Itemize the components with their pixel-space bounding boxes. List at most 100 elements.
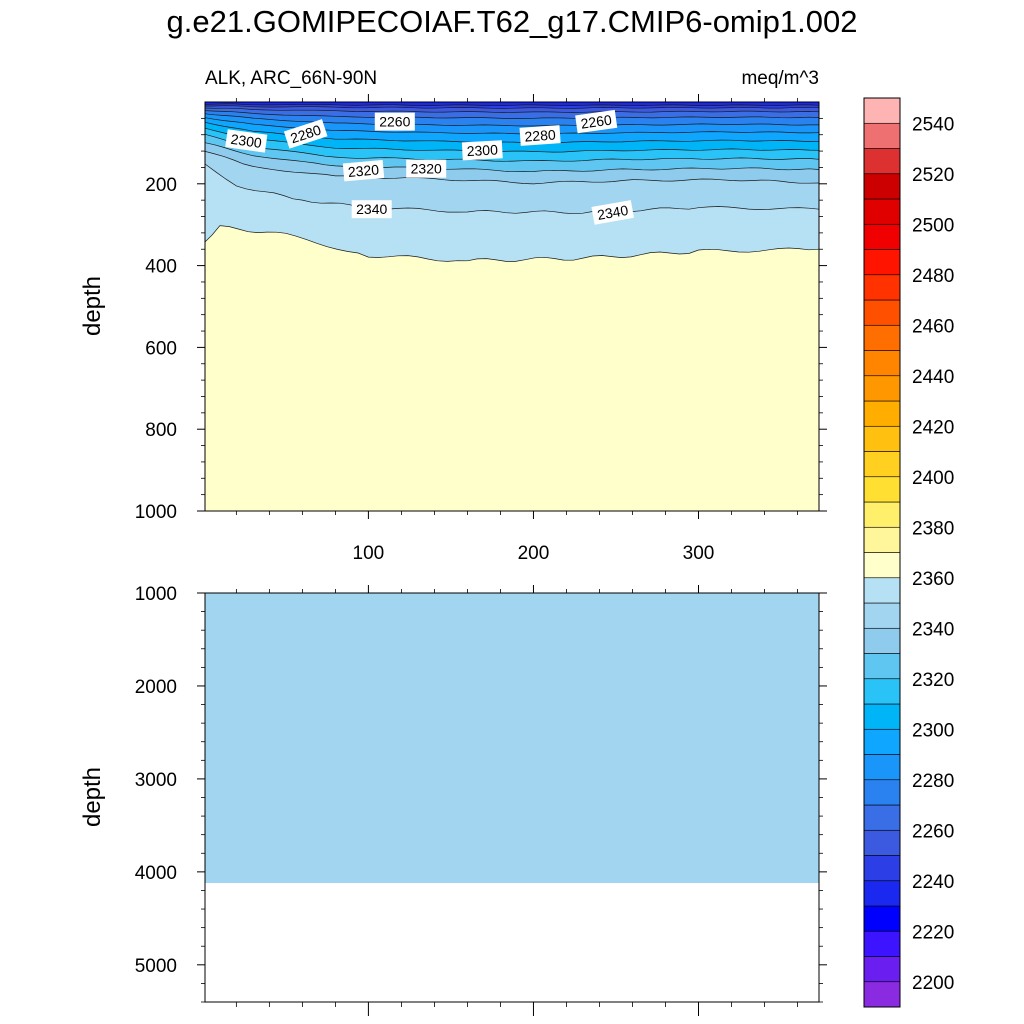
colorbar-box — [863, 930, 901, 957]
upper-panel-frame — [204, 101, 820, 512]
contour-label-text: 2280 — [524, 126, 556, 144]
contour-label: 2300 — [225, 129, 268, 153]
contour-label: 2300 — [461, 140, 503, 161]
page-title: g.e21.GOMIPECOIAF.T62_g17.CMIP6-omip1.00… — [166, 4, 858, 39]
contour-label-text: 2300 — [466, 141, 498, 159]
colorbar-label: 2460 — [912, 316, 954, 337]
upper-y-ticks: 200 400 600 800 1000 — [135, 117, 827, 523]
colorbar-box — [863, 350, 901, 377]
colorbar-box — [863, 198, 901, 225]
y-tick-label: 600 — [145, 338, 177, 359]
colorbar-box — [863, 451, 901, 478]
colorbar-label: 2320 — [912, 670, 954, 691]
contour-label: 2340 — [591, 200, 634, 225]
contour-label-text: 2320 — [411, 161, 442, 177]
contour-label-box — [461, 140, 503, 161]
colorbar-box — [863, 97, 901, 124]
contour-label-box — [406, 159, 447, 178]
colorbar-label: 2340 — [912, 619, 954, 640]
colorbar-box — [863, 627, 901, 654]
colorbar-box — [863, 678, 901, 705]
contour-label-text: 2260 — [379, 114, 410, 130]
units-label: meq/m^3 — [741, 68, 819, 89]
contour-line — [205, 113, 819, 127]
colorbar-label: 2280 — [912, 771, 954, 792]
y-tick-label: 5000 — [135, 956, 177, 977]
colorbar-box — [863, 779, 901, 806]
colorbar-label: 2480 — [912, 266, 954, 287]
colorbar-box — [863, 754, 901, 781]
contour-label-box — [283, 119, 328, 149]
contour-label-text: 2300 — [230, 131, 263, 151]
colorbar-label: 2200 — [912, 973, 954, 994]
y-tick-label: 1000 — [135, 502, 177, 523]
colorbar-box — [863, 552, 901, 579]
colorbar-label: 2220 — [912, 922, 954, 943]
colorbar-label: 2260 — [912, 821, 954, 842]
colorbar-box — [863, 324, 901, 351]
contour-label: 2280 — [519, 125, 561, 146]
contour-line — [205, 103, 819, 107]
colorbar-box — [863, 855, 901, 882]
contour-line — [205, 127, 819, 153]
colorbar-label: 2540 — [912, 114, 954, 135]
contour-label: 2260 — [575, 109, 618, 134]
y-tick-label: 1000 — [135, 584, 177, 605]
colorbar-label: 2300 — [912, 720, 954, 741]
colorbar-box — [863, 425, 901, 452]
contour-line — [205, 133, 819, 162]
x-tick-label: 100 — [353, 543, 385, 564]
colorbar-box — [863, 981, 901, 1008]
contour-line — [205, 142, 819, 173]
colorbar-box — [863, 728, 901, 755]
colorbar-box — [863, 880, 901, 907]
colorbar-box — [863, 148, 901, 175]
colorbar-box — [863, 526, 901, 553]
colorbar-box — [863, 223, 901, 250]
contour-label: 2260 — [374, 112, 415, 131]
colorbar-label: 2500 — [912, 215, 954, 236]
y-tick-label: 200 — [145, 175, 177, 196]
lower-y-axis-title: depth — [79, 767, 106, 827]
colorbar-box — [863, 905, 901, 932]
colorbar-label: 2380 — [912, 518, 954, 539]
contour-label-text: 2340 — [596, 202, 630, 223]
contour-label-box — [591, 200, 634, 225]
contour-label-text: 2340 — [356, 201, 387, 217]
contour-label-text: 2320 — [347, 161, 380, 180]
contour-label-box — [575, 109, 618, 134]
variable-label: ALK, ARC_66N-90N — [205, 68, 377, 89]
contour-label: 2320 — [406, 159, 447, 178]
colorbar-label: 2420 — [912, 417, 954, 438]
contour-line — [205, 105, 819, 109]
y-tick-label: 400 — [145, 257, 177, 278]
colorbar-box — [863, 122, 901, 149]
contour-label-box — [225, 129, 268, 153]
colorbar-box — [863, 577, 901, 604]
contour-line — [205, 151, 819, 185]
colorbar-box — [863, 476, 901, 503]
colorbar-boxes — [863, 97, 901, 1008]
contour-label-box — [519, 125, 561, 146]
contour-label-text: 2260 — [580, 111, 613, 131]
colorbar-box — [863, 653, 901, 680]
colorbar-box — [863, 829, 901, 856]
colorbar-label: 2360 — [912, 569, 954, 590]
colorbar-box — [863, 400, 901, 427]
colorbar-label: 2400 — [912, 468, 954, 489]
colorbar-box — [863, 703, 901, 730]
contour-label: 2320 — [342, 159, 385, 182]
colorbar-box — [863, 274, 901, 301]
contour-line — [205, 110, 819, 119]
colorbar-box — [863, 299, 901, 326]
contour-label: 2340 — [351, 200, 392, 219]
contour-label-box — [342, 159, 385, 182]
lower-panel: 1000 2000 3000 4000 5000 depth — [79, 584, 827, 1016]
y-tick-label: 3000 — [135, 770, 177, 791]
colorbar-label: 2240 — [912, 872, 954, 893]
colorbar-frame — [863, 97, 901, 1008]
x-tick-label: 300 — [683, 543, 715, 564]
colorbar-box — [863, 249, 901, 276]
